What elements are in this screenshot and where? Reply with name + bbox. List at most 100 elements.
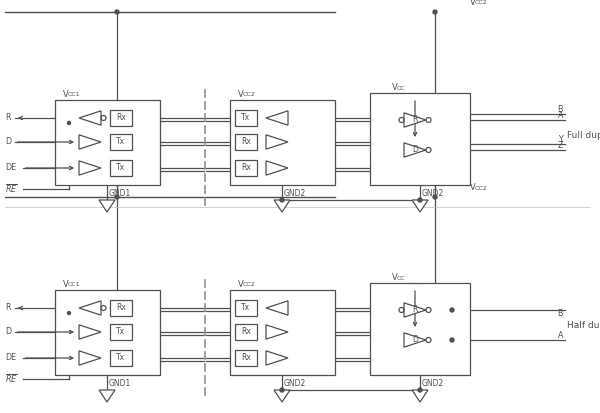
Polygon shape — [266, 325, 288, 339]
Text: CC1: CC1 — [67, 282, 80, 287]
Polygon shape — [79, 161, 101, 175]
Circle shape — [418, 388, 422, 392]
Circle shape — [433, 10, 437, 14]
Text: CC2: CC2 — [475, 185, 487, 190]
Text: Tx: Tx — [116, 164, 125, 173]
Bar — [235, 110, 257, 126]
Bar — [235, 300, 257, 316]
Polygon shape — [266, 161, 288, 175]
Text: Tx: Tx — [241, 114, 251, 123]
Text: Y: Y — [558, 135, 563, 145]
Polygon shape — [404, 303, 426, 317]
Bar — [55, 100, 160, 185]
Text: V: V — [238, 90, 244, 99]
Text: GND1: GND1 — [109, 378, 131, 387]
Text: B: B — [557, 309, 563, 318]
Polygon shape — [412, 390, 428, 402]
Text: Full duplex: Full duplex — [567, 131, 600, 140]
Polygon shape — [266, 351, 288, 365]
Text: R: R — [412, 306, 418, 315]
Text: $\overline{RE}$: $\overline{RE}$ — [5, 183, 17, 195]
Text: R: R — [412, 116, 418, 124]
Bar — [235, 350, 257, 366]
Bar — [235, 134, 257, 150]
Text: GND2: GND2 — [422, 188, 444, 197]
Text: CC: CC — [397, 275, 405, 280]
Text: Tx: Tx — [241, 304, 251, 313]
Bar — [110, 350, 132, 366]
Text: $\overline{RE}$: $\overline{RE}$ — [5, 373, 17, 385]
Bar — [110, 160, 132, 176]
Text: GND2: GND2 — [284, 378, 306, 387]
Polygon shape — [404, 333, 426, 347]
Text: A: A — [557, 112, 563, 121]
Text: B: B — [557, 105, 563, 114]
Text: Tx: Tx — [116, 138, 125, 147]
Text: Rx: Rx — [241, 354, 251, 363]
Text: Rx: Rx — [116, 114, 126, 123]
Bar — [110, 300, 132, 316]
Text: CC2: CC2 — [242, 93, 255, 97]
Circle shape — [115, 195, 119, 199]
Bar — [230, 290, 335, 375]
Polygon shape — [79, 351, 101, 365]
Circle shape — [67, 121, 71, 124]
Polygon shape — [266, 135, 288, 149]
Polygon shape — [274, 390, 290, 402]
Text: V: V — [470, 0, 476, 7]
Circle shape — [433, 195, 437, 199]
Circle shape — [115, 10, 119, 14]
Text: D: D — [412, 335, 418, 344]
Text: Rx: Rx — [241, 138, 251, 147]
Polygon shape — [79, 301, 101, 315]
Text: V: V — [238, 280, 244, 289]
Text: Tx: Tx — [116, 328, 125, 337]
Text: V: V — [63, 90, 69, 99]
Text: DE: DE — [5, 164, 16, 173]
Text: GND2: GND2 — [422, 378, 444, 387]
Bar — [370, 283, 470, 375]
Bar — [230, 100, 335, 185]
Text: R: R — [5, 304, 11, 313]
Bar — [235, 324, 257, 340]
Circle shape — [280, 198, 284, 202]
Polygon shape — [99, 390, 115, 402]
Text: Rx: Rx — [241, 328, 251, 337]
Circle shape — [450, 338, 454, 342]
Bar — [55, 290, 160, 375]
Text: Tx: Tx — [116, 354, 125, 363]
Polygon shape — [266, 111, 288, 125]
Text: GND1: GND1 — [109, 188, 131, 197]
Bar — [235, 160, 257, 176]
Circle shape — [280, 388, 284, 392]
Polygon shape — [79, 111, 101, 125]
Circle shape — [67, 311, 71, 315]
Text: Z: Z — [557, 142, 563, 150]
Text: V: V — [392, 273, 398, 282]
Bar — [110, 110, 132, 126]
Polygon shape — [274, 200, 290, 212]
Text: Half duplex: Half duplex — [567, 320, 600, 330]
Text: CC: CC — [397, 85, 405, 90]
Text: V: V — [392, 83, 398, 92]
Text: GND2: GND2 — [284, 188, 306, 197]
Text: V: V — [470, 183, 476, 192]
Circle shape — [418, 198, 422, 202]
Text: D: D — [412, 145, 418, 154]
Text: V: V — [63, 280, 69, 289]
Bar — [110, 324, 132, 340]
Text: Rx: Rx — [241, 164, 251, 173]
Polygon shape — [99, 200, 115, 212]
Polygon shape — [404, 113, 426, 127]
Text: D: D — [5, 328, 11, 337]
Polygon shape — [79, 135, 101, 149]
Bar — [110, 134, 132, 150]
Polygon shape — [404, 143, 426, 157]
Text: D: D — [5, 138, 11, 147]
Polygon shape — [412, 200, 428, 212]
Bar — [370, 93, 470, 185]
Polygon shape — [266, 301, 288, 315]
Text: R: R — [5, 114, 11, 123]
Text: DE: DE — [5, 354, 16, 363]
Circle shape — [450, 308, 454, 312]
